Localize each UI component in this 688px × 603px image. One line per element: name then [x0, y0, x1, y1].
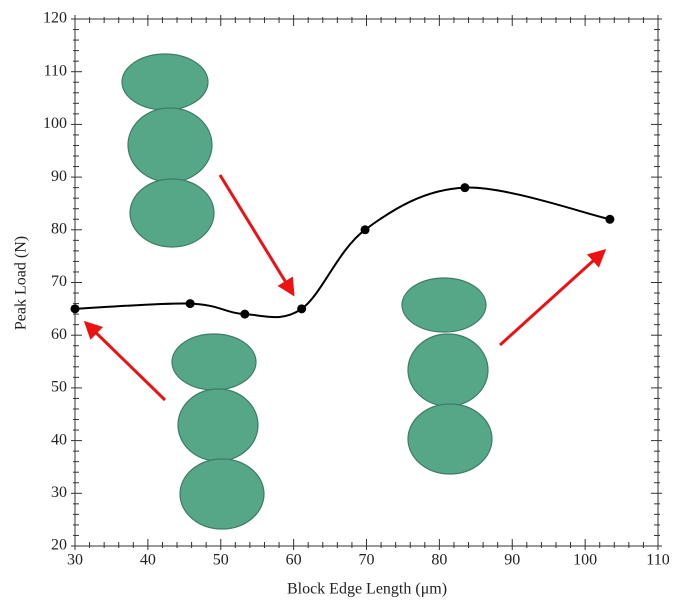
y-tick-label: 110: [44, 62, 67, 79]
x-tick-label: 110: [646, 552, 669, 569]
point: [240, 310, 249, 319]
x-tick-label: 30: [67, 552, 83, 569]
y-tick-label: 20: [51, 537, 67, 554]
point: [605, 215, 614, 224]
x-tick-label: 70: [359, 552, 375, 569]
y-tick-label: 80: [51, 220, 67, 237]
particle-image: [402, 278, 492, 474]
point: [71, 304, 80, 313]
x-tick-label: 90: [504, 552, 520, 569]
chart: Block Edge Length (μm) Peak Load (N) 30 4…: [0, 0, 688, 603]
x-tick-label: 50: [213, 552, 229, 569]
y-tick-label: 90: [51, 168, 67, 185]
y-tick-label: 120: [43, 10, 67, 27]
y-tick-label: 100: [43, 115, 67, 132]
point: [297, 304, 306, 313]
x-tick-label: 40: [140, 552, 156, 569]
y-tick-label: 40: [51, 431, 67, 448]
page: Block Edge Length (μm) Peak Load (N) 30 4…: [0, 0, 688, 603]
particle-image: [122, 54, 214, 247]
x-tick-label: 100: [573, 552, 597, 569]
point: [361, 225, 370, 234]
particle-image: [172, 334, 264, 529]
y-axis-label: Peak Load (N): [13, 236, 30, 330]
arrow: [86, 323, 165, 400]
x-tick-label: 60: [286, 552, 302, 569]
x-tick-label: 80: [431, 552, 447, 569]
point: [460, 183, 469, 192]
point: [186, 299, 195, 308]
y-tick-label: 70: [51, 273, 67, 290]
x-axis-label: Block Edge Length (μm): [287, 581, 447, 598]
y-tick-label: 50: [51, 379, 67, 396]
arrow: [220, 175, 293, 294]
y-tick-label: 30: [51, 484, 67, 501]
arrow: [500, 251, 604, 345]
y-tick-label: 60: [51, 326, 67, 343]
